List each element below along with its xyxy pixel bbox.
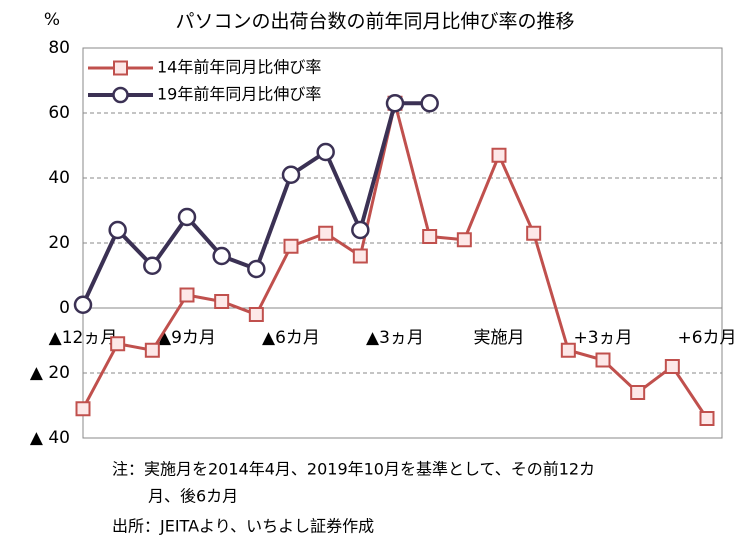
- point: [318, 225, 334, 241]
- point: [247, 259, 266, 279]
- point: [110, 336, 126, 352]
- y-tick-label: ▲ 20: [30, 363, 70, 383]
- y-unit: %: [44, 10, 60, 30]
- point: [281, 165, 301, 184]
- x-tick-label: ▲9カ月: [158, 328, 216, 348]
- point: [699, 411, 715, 426]
- point: [283, 238, 299, 254]
- point: [560, 342, 576, 358]
- point: [422, 229, 438, 244]
- point: [144, 342, 160, 358]
- point: [491, 147, 507, 163]
- point: [385, 94, 405, 113]
- point: [179, 287, 195, 303]
- x-tick-label: 実施月: [474, 328, 525, 348]
- point: [212, 246, 231, 266]
- legend-marker: [112, 86, 129, 104]
- note: 出所：JEITAより、いちよし証券作成: [112, 517, 374, 536]
- point: [664, 359, 680, 374]
- point: [630, 385, 646, 400]
- y-tick-label: 20: [48, 233, 70, 253]
- point: [456, 232, 472, 248]
- point: [73, 295, 93, 314]
- x-tick-label: ▲12ヵ月: [49, 328, 118, 348]
- point: [352, 248, 368, 264]
- point: [595, 352, 611, 368]
- point: [351, 220, 370, 240]
- y-tick-label: ▲ 40: [30, 428, 70, 448]
- x-tick-label: +6カ月: [677, 328, 736, 348]
- note: 注：実施月を2014年4月、2019年10月を基準として、その前12カ: [112, 460, 595, 479]
- point: [177, 207, 197, 227]
- chart-title: パソコンの出荷台数の前年同月比伸び率の推移: [175, 11, 574, 33]
- y-tick-label: 60: [48, 103, 70, 123]
- series-line: [81, 102, 709, 420]
- y-tick-label: 0: [59, 298, 70, 318]
- legend-label: 19年前年同月比伸び率: [157, 85, 321, 104]
- x-tick-label: ▲3ヵ月: [366, 328, 424, 348]
- x-tick-label: +3ヵ月: [573, 328, 632, 348]
- point: [143, 256, 162, 275]
- point: [420, 94, 439, 113]
- y-tick-label: 40: [48, 168, 70, 188]
- point: [316, 142, 335, 162]
- point: [248, 307, 264, 322]
- point: [214, 294, 230, 309]
- point: [526, 225, 542, 241]
- legend-marker: [113, 60, 128, 76]
- x-tick-label: ▲6カ月: [262, 328, 320, 348]
- y-tick-label: 80: [48, 38, 70, 58]
- point: [108, 220, 127, 240]
- point: [75, 401, 91, 417]
- legend-label: 14年前年同月比伸び率: [157, 58, 321, 77]
- note: 月、後6カ月: [148, 487, 238, 506]
